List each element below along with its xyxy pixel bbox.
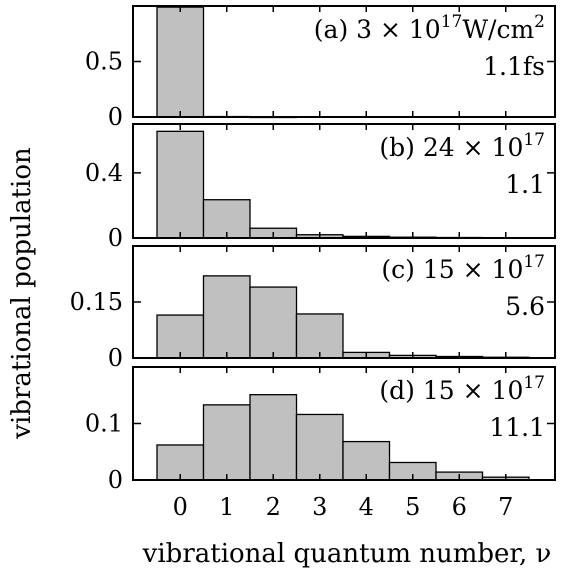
panel-letter: (a)	[314, 15, 356, 44]
panel-letter: (b)	[379, 133, 422, 162]
y-tick-label: 0.15	[70, 288, 123, 316]
bar-v0	[156, 314, 205, 359]
y-tick-label: 0	[108, 344, 123, 372]
panel-intensity-unit-exponent: 2	[534, 12, 545, 32]
panel-intensity-exponent: 17	[523, 373, 545, 393]
y-tick-label: 0.5	[85, 48, 123, 76]
panel-time-label: 1.1	[505, 170, 545, 199]
panel-time-label: 5.6	[505, 292, 545, 321]
panel-intensity-exponent: 17	[523, 130, 545, 150]
x-tick-label: 3	[312, 493, 327, 521]
y-tick-label: 0.1	[85, 410, 123, 438]
bar-v1	[202, 404, 251, 481]
panel-d: 0 0.1 (d) 15 × 1017 11.1	[85, 366, 556, 494]
panel-intensity: 15 × 10	[423, 255, 523, 284]
panel-intensity-label: (b) 24 × 1017	[379, 130, 545, 162]
x-tick-label: 2	[266, 493, 281, 521]
panel-intensity: 24 × 10	[423, 133, 523, 162]
panel-letter: (c)	[381, 255, 422, 284]
panel-intensity-unit: W/cm	[462, 15, 534, 44]
panel-intensity: 15 × 10	[423, 376, 523, 405]
bar-v0	[156, 130, 205, 239]
x-tick-label: 0	[173, 493, 188, 521]
bar-v4	[342, 440, 391, 481]
panel-intensity-exponent: 17	[523, 252, 545, 272]
bar-v3	[295, 413, 344, 481]
x-tick-label: 7	[498, 493, 513, 521]
panel-b: 0 0.4 (b) 24 × 1017 1.1	[85, 123, 556, 252]
panel-intensity: 3 × 10	[356, 15, 441, 44]
panel-letter: (d)	[379, 376, 422, 405]
y-tick-label: 0	[108, 466, 123, 494]
panel-c: 0 0.15 (c) 15 × 1017 5.6	[70, 245, 556, 372]
bar-v2	[249, 394, 298, 481]
x-tick-label: 1	[219, 493, 234, 521]
x-tick-label: 4	[359, 493, 374, 521]
panel-intensity-label: (a) 3 × 1017W/cm2	[314, 12, 545, 44]
x-tick-label: 6	[452, 493, 467, 521]
x-axis-title: vibrational quantum number, ν	[142, 539, 552, 569]
x-tick-labels: 0 1 2 3 4 5 6 7	[173, 493, 514, 521]
panel-frame	[132, 123, 556, 239]
bar-v2	[249, 286, 298, 359]
panel-time-label: 11.1	[489, 413, 545, 442]
panel-a: 0 0.5 (a) 3 × 1017W/cm2 1.1fs	[85, 5, 556, 131]
x-tick-label: 5	[405, 493, 420, 521]
y-axis-title: vibrational population	[7, 147, 37, 440]
bar-v1	[202, 275, 251, 359]
bar-v0	[156, 6, 205, 118]
panel-intensity-label: (c) 15 × 1017	[381, 252, 545, 284]
y-tick-label: 0	[108, 103, 123, 131]
y-tick-label: 0	[108, 224, 123, 252]
panel-intensity-exponent: 17	[441, 12, 463, 32]
bar-v3	[295, 313, 344, 359]
panel-time-label: 1.1fs	[483, 52, 545, 81]
y-tick-label: 0.4	[85, 159, 123, 187]
panel-intensity-label: (d) 15 × 1017	[379, 373, 545, 405]
